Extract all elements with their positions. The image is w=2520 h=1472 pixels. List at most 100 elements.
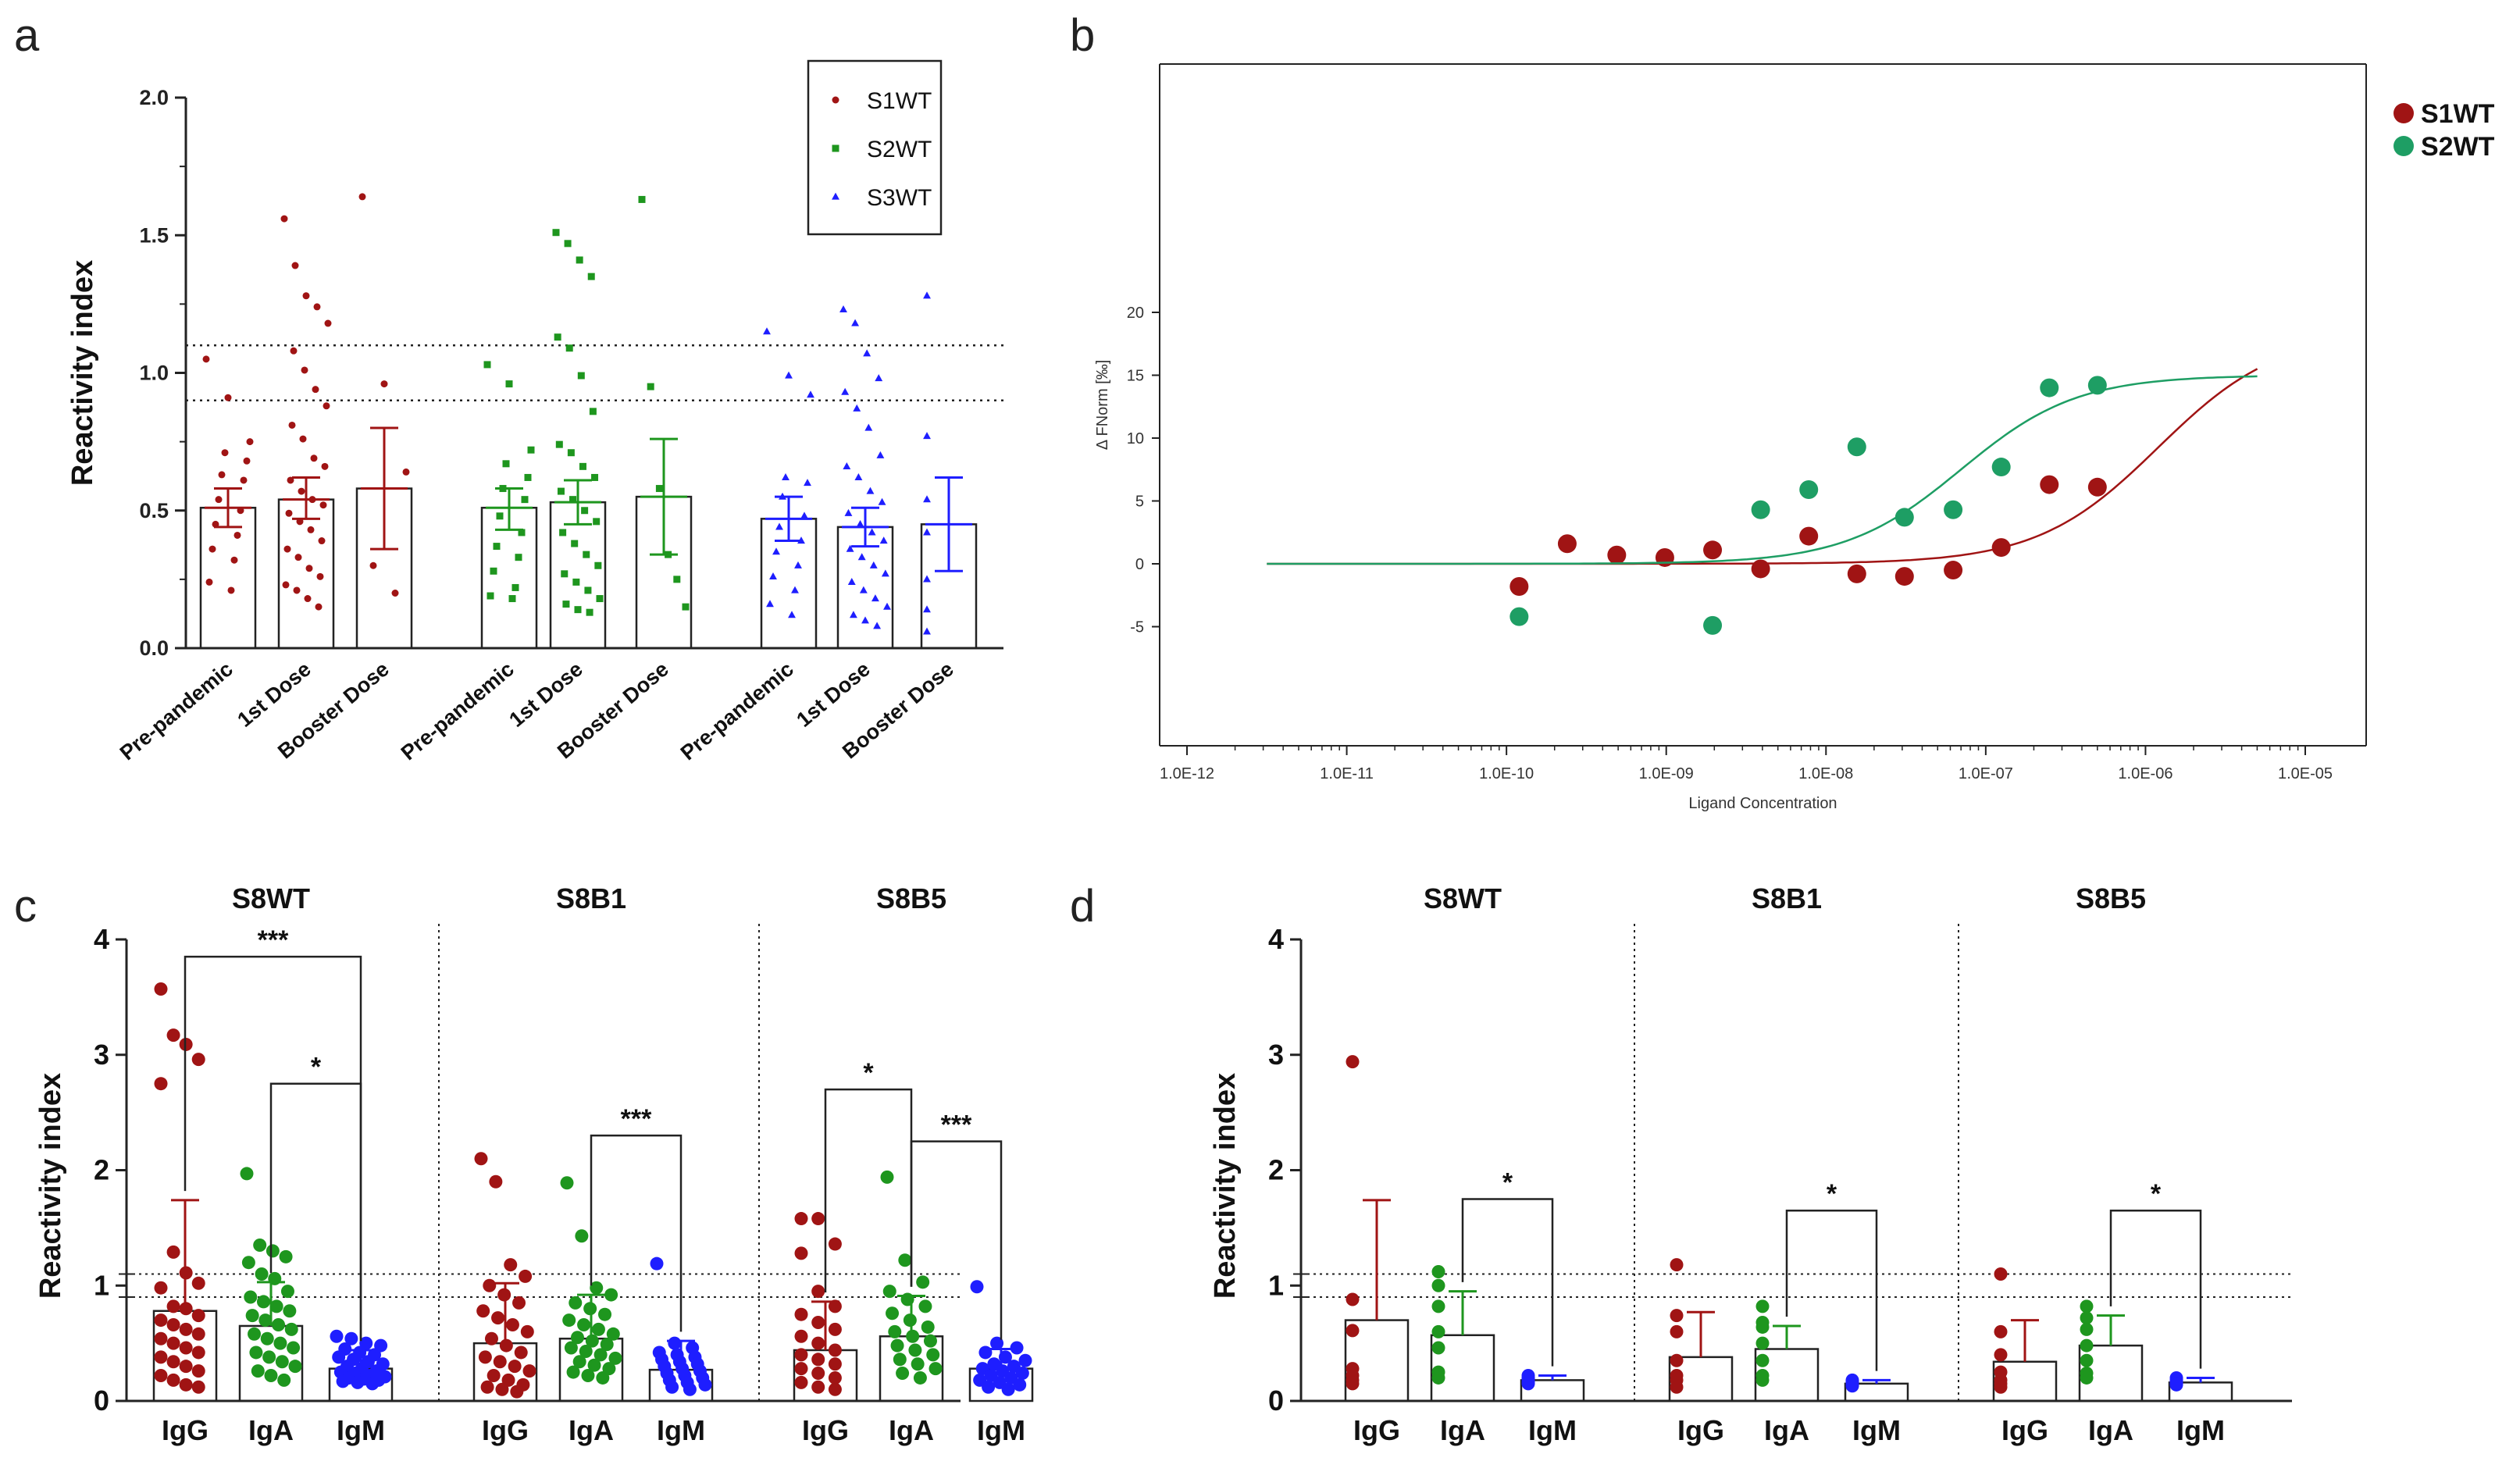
data-point <box>1994 1348 2008 1362</box>
data-point <box>1655 547 1674 567</box>
data-point <box>844 508 853 516</box>
data-point <box>505 380 513 388</box>
data-point <box>294 554 302 561</box>
data-point <box>584 586 592 594</box>
data-point <box>868 528 876 536</box>
data-point <box>1431 1341 1445 1355</box>
data-point <box>2040 378 2059 397</box>
data-point <box>569 496 577 504</box>
legend-label: S1WT <box>2421 99 2495 129</box>
data-point <box>1510 607 1529 626</box>
legend-marker <box>832 96 839 104</box>
x-tick-label: IgG <box>162 1414 209 1446</box>
data-point <box>570 1331 584 1345</box>
data-point <box>154 982 168 996</box>
y-tick-label: 4 <box>1268 923 1284 955</box>
data-point <box>881 569 889 577</box>
data-point <box>811 1380 825 1394</box>
data-point <box>564 240 572 248</box>
data-point <box>351 1375 365 1389</box>
data-point <box>886 1306 900 1321</box>
data-point <box>791 586 799 593</box>
data-point <box>318 537 326 545</box>
data-point <box>166 1373 180 1387</box>
data-point <box>923 528 931 536</box>
panel-a: 0.0 0.5 1.0 1.5 2.0 Reactivity index Pre-pande… <box>66 59 1003 765</box>
x-tick-label: IgA <box>1440 1414 1485 1446</box>
data-point <box>224 394 232 401</box>
data-point <box>277 1373 291 1387</box>
data-point <box>785 371 793 379</box>
data-point <box>290 347 298 355</box>
data-point <box>683 1382 697 1396</box>
data-point <box>876 451 885 458</box>
data-point <box>576 256 583 264</box>
data-point <box>554 333 561 341</box>
data-point <box>590 1281 604 1295</box>
x-tick-label: IgM <box>337 1414 385 1446</box>
data-point <box>794 1348 808 1362</box>
data-point <box>794 1329 808 1343</box>
data-point <box>593 1348 608 1362</box>
data-point <box>593 518 601 526</box>
y-tick-label: 0 <box>1135 556 1144 573</box>
data-point <box>900 1292 914 1306</box>
data-point <box>846 544 854 552</box>
x-tick-label: Pre-pandemic <box>676 658 798 765</box>
data-point <box>336 1374 350 1388</box>
significance-bracket <box>2109 1209 2202 1369</box>
y-tick-label: 0.5 <box>139 499 169 522</box>
data-point <box>682 603 690 611</box>
data-point <box>514 1345 528 1360</box>
data-point <box>923 432 931 440</box>
data-point <box>2087 477 2107 497</box>
x-tick-label: 1.0E-12 <box>1160 765 1214 782</box>
data-point <box>1751 500 1770 519</box>
data-point <box>574 606 582 614</box>
data-point <box>1557 534 1577 554</box>
data-point <box>179 1360 193 1374</box>
data-point <box>923 627 931 635</box>
data-point <box>307 526 315 533</box>
data-point <box>1703 540 1723 560</box>
data-point <box>518 529 526 536</box>
data-point <box>1845 1379 1859 1393</box>
data-point <box>794 1246 808 1260</box>
data-point <box>212 520 219 528</box>
data-point <box>828 1322 842 1336</box>
x-tick-label: 1st Dose <box>504 658 587 732</box>
data-point <box>577 1317 591 1331</box>
data-point <box>497 1288 511 1302</box>
data-point <box>1346 1324 1360 1338</box>
data-point <box>245 1309 259 1323</box>
data-point <box>604 1288 618 1302</box>
data-point <box>811 1353 825 1367</box>
data-point <box>2080 1311 2094 1325</box>
data-point <box>154 1350 168 1364</box>
data-point <box>596 595 604 603</box>
data-point <box>555 440 563 448</box>
data-point <box>811 1285 825 1299</box>
data-point <box>828 1382 842 1396</box>
data-point <box>978 1345 993 1360</box>
data-point <box>237 507 244 515</box>
legend-marker <box>2393 103 2414 123</box>
x-tick-label: IgA <box>248 1414 294 1446</box>
data-point <box>266 1244 280 1258</box>
data-point <box>2169 1378 2183 1392</box>
data-point <box>332 1350 346 1364</box>
data-point <box>1670 1324 1684 1338</box>
significance-label: * <box>863 1058 874 1088</box>
data-point <box>788 611 796 618</box>
data-point <box>308 496 316 504</box>
data-point <box>493 543 501 551</box>
significance-label: * <box>2151 1179 2162 1209</box>
data-point <box>305 565 313 572</box>
data-point <box>1521 1377 1535 1391</box>
significance-bracket <box>590 1134 683 1332</box>
data-point <box>284 1322 298 1336</box>
data-point <box>782 473 790 481</box>
data-point <box>882 1285 896 1299</box>
data-point <box>483 1278 497 1292</box>
data-point <box>191 1327 205 1341</box>
